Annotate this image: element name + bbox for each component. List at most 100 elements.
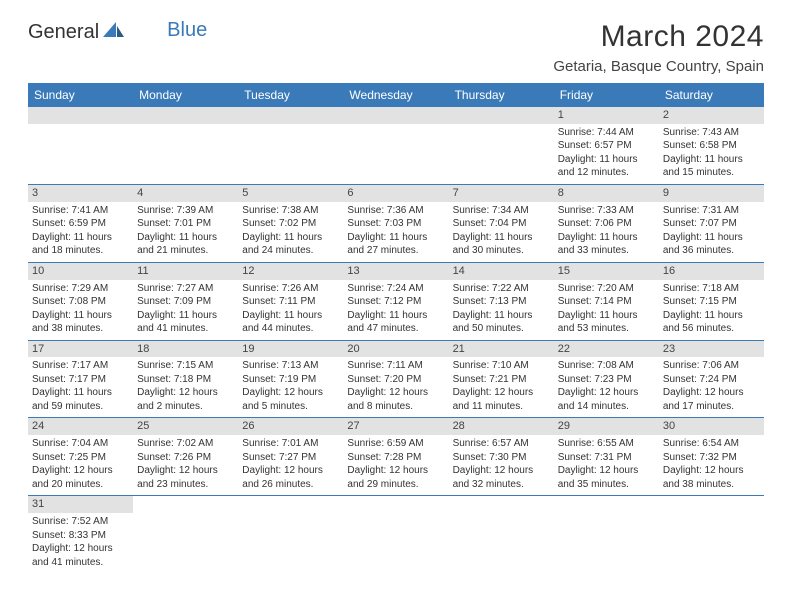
daylight-line-2: and 12 minutes. — [558, 166, 655, 180]
calendar-cell: 30Sunrise: 6:54 AMSunset: 7:32 PMDayligh… — [659, 418, 764, 496]
daylight-line-1: Daylight: 12 hours — [453, 464, 550, 478]
daylight-line-2: and 20 minutes. — [32, 478, 129, 492]
calendar-cell: 11Sunrise: 7:27 AMSunset: 7:09 PMDayligh… — [133, 262, 238, 340]
calendar-cell: 14Sunrise: 7:22 AMSunset: 7:13 PMDayligh… — [449, 262, 554, 340]
sunset-line: Sunset: 7:07 PM — [663, 217, 760, 231]
daylight-line-2: and 36 minutes. — [663, 244, 760, 258]
day-number: 14 — [449, 263, 554, 280]
daynum-strip-empty — [238, 107, 343, 124]
daylight-line-2: and 35 minutes. — [558, 478, 655, 492]
daylight-line-1: Daylight: 11 hours — [663, 153, 760, 167]
calendar-cell-empty — [238, 496, 343, 573]
daylight-line-1: Daylight: 12 hours — [242, 386, 339, 400]
daylight-line-1: Daylight: 12 hours — [32, 464, 129, 478]
daylight-line-2: and 50 minutes. — [453, 322, 550, 336]
daylight-line-1: Daylight: 11 hours — [663, 231, 760, 245]
daylight-line-1: Daylight: 11 hours — [242, 309, 339, 323]
daylight-line-1: Daylight: 11 hours — [558, 153, 655, 167]
daylight-line-2: and 41 minutes. — [32, 556, 129, 570]
sunset-line: Sunset: 7:09 PM — [137, 295, 234, 309]
daylight-line-2: and 59 minutes. — [32, 400, 129, 414]
sunrise-line: Sunrise: 7:02 AM — [137, 437, 234, 451]
sunrise-line: Sunrise: 7:08 AM — [558, 359, 655, 373]
day-number: 21 — [449, 341, 554, 358]
day-number: 7 — [449, 185, 554, 202]
month-title: March 2024 — [553, 20, 764, 54]
sunrise-line: Sunrise: 7:11 AM — [347, 359, 444, 373]
weekday-header: Tuesday — [238, 83, 343, 107]
calendar-header-row: SundayMondayTuesdayWednesdayThursdayFrid… — [28, 83, 764, 107]
calendar-cell-empty — [659, 496, 764, 573]
sunrise-line: Sunrise: 6:55 AM — [558, 437, 655, 451]
calendar-cell: 7Sunrise: 7:34 AMSunset: 7:04 PMDaylight… — [449, 184, 554, 262]
header: General Blue March 2024 Getaria, Basque … — [28, 20, 764, 75]
sunset-line: Sunset: 6:57 PM — [558, 139, 655, 153]
daylight-line-2: and 18 minutes. — [32, 244, 129, 258]
sunrise-line: Sunrise: 7:24 AM — [347, 282, 444, 296]
sunrise-line: Sunrise: 7:17 AM — [32, 359, 129, 373]
sunset-line: Sunset: 7:20 PM — [347, 373, 444, 387]
calendar-cell-empty — [28, 107, 133, 184]
day-number: 9 — [659, 185, 764, 202]
daylight-line-2: and 5 minutes. — [242, 400, 339, 414]
daylight-line-2: and 29 minutes. — [347, 478, 444, 492]
sunset-line: Sunset: 7:24 PM — [663, 373, 760, 387]
daylight-line-2: and 14 minutes. — [558, 400, 655, 414]
day-number: 8 — [554, 185, 659, 202]
daylight-line-1: Daylight: 11 hours — [32, 309, 129, 323]
sunset-line: Sunset: 8:33 PM — [32, 529, 129, 543]
calendar-cell: 8 Sunrise: 7:33 AMSunset: 7:06 PMDaylight… — [554, 184, 659, 262]
daylight-line-1: Daylight: 11 hours — [558, 231, 655, 245]
weekday-header: Sunday — [28, 83, 133, 107]
calendar-cell: 16Sunrise: 7:18 AMSunset: 7:15 PMDayligh… — [659, 262, 764, 340]
sunrise-line: Sunrise: 7:06 AM — [663, 359, 760, 373]
sunrise-line: Sunrise: 7:38 AM — [242, 204, 339, 218]
day-number: 13 — [343, 263, 448, 280]
sunset-line: Sunset: 7:04 PM — [453, 217, 550, 231]
calendar-cell: 25Sunrise: 7:02 AMSunset: 7:26 PMDayligh… — [133, 418, 238, 496]
sunset-line: Sunset: 7:19 PM — [242, 373, 339, 387]
daylight-line-1: Daylight: 12 hours — [663, 464, 760, 478]
sunrise-line: Sunrise: 7:18 AM — [663, 282, 760, 296]
calendar-cell-empty — [343, 496, 448, 573]
daylight-line-2: and 17 minutes. — [663, 400, 760, 414]
sunrise-line: Sunrise: 7:33 AM — [558, 204, 655, 218]
sunrise-line: Sunrise: 7:39 AM — [137, 204, 234, 218]
daylight-line-2: and 23 minutes. — [137, 478, 234, 492]
day-number: 23 — [659, 341, 764, 358]
daylight-line-2: and 27 minutes. — [347, 244, 444, 258]
day-number: 11 — [133, 263, 238, 280]
logo-sail-icon — [103, 20, 125, 44]
sunset-line: Sunset: 7:01 PM — [137, 217, 234, 231]
calendar-cell-empty — [449, 496, 554, 573]
daylight-line-2: and 15 minutes. — [663, 166, 760, 180]
calendar-cell: 21Sunrise: 7:10 AMSunset: 7:21 PMDayligh… — [449, 340, 554, 418]
daylight-line-1: Daylight: 12 hours — [32, 542, 129, 556]
day-number: 10 — [28, 263, 133, 280]
day-number: 27 — [343, 418, 448, 435]
calendar-cell: 22Sunrise: 7:08 AMSunset: 7:23 PMDayligh… — [554, 340, 659, 418]
daylight-line-1: Daylight: 12 hours — [347, 464, 444, 478]
daylight-line-1: Daylight: 12 hours — [558, 386, 655, 400]
day-number: 31 — [28, 496, 133, 513]
calendar-cell: 28Sunrise: 6:57 AMSunset: 7:30 PMDayligh… — [449, 418, 554, 496]
daylight-line-1: Daylight: 11 hours — [347, 309, 444, 323]
weekday-header: Friday — [554, 83, 659, 107]
daylight-line-1: Daylight: 12 hours — [663, 386, 760, 400]
sunrise-line: Sunrise: 7:29 AM — [32, 282, 129, 296]
sunset-line: Sunset: 6:59 PM — [32, 217, 129, 231]
calendar-body: 1Sunrise: 7:44 AMSunset: 6:57 PMDaylight… — [28, 107, 764, 573]
daylight-line-1: Daylight: 11 hours — [137, 231, 234, 245]
calendar-table: SundayMondayTuesdayWednesdayThursdayFrid… — [28, 83, 764, 573]
sunset-line: Sunset: 7:06 PM — [558, 217, 655, 231]
daylight-line-1: Daylight: 11 hours — [32, 386, 129, 400]
sunset-line: Sunset: 7:15 PM — [663, 295, 760, 309]
daylight-line-1: Daylight: 12 hours — [137, 386, 234, 400]
sunrise-line: Sunrise: 7:31 AM — [663, 204, 760, 218]
day-number: 4 — [133, 185, 238, 202]
calendar-cell: 27Sunrise: 6:59 AMSunset: 7:28 PMDayligh… — [343, 418, 448, 496]
sunset-line: Sunset: 7:23 PM — [558, 373, 655, 387]
calendar-cell: 17Sunrise: 7:17 AMSunset: 7:17 PMDayligh… — [28, 340, 133, 418]
day-number: 18 — [133, 341, 238, 358]
sunset-line: Sunset: 7:21 PM — [453, 373, 550, 387]
